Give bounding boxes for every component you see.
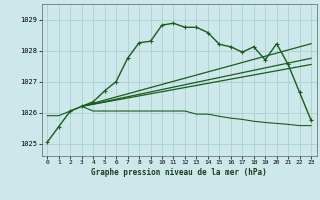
X-axis label: Graphe pression niveau de la mer (hPa): Graphe pression niveau de la mer (hPa) [91,168,267,177]
